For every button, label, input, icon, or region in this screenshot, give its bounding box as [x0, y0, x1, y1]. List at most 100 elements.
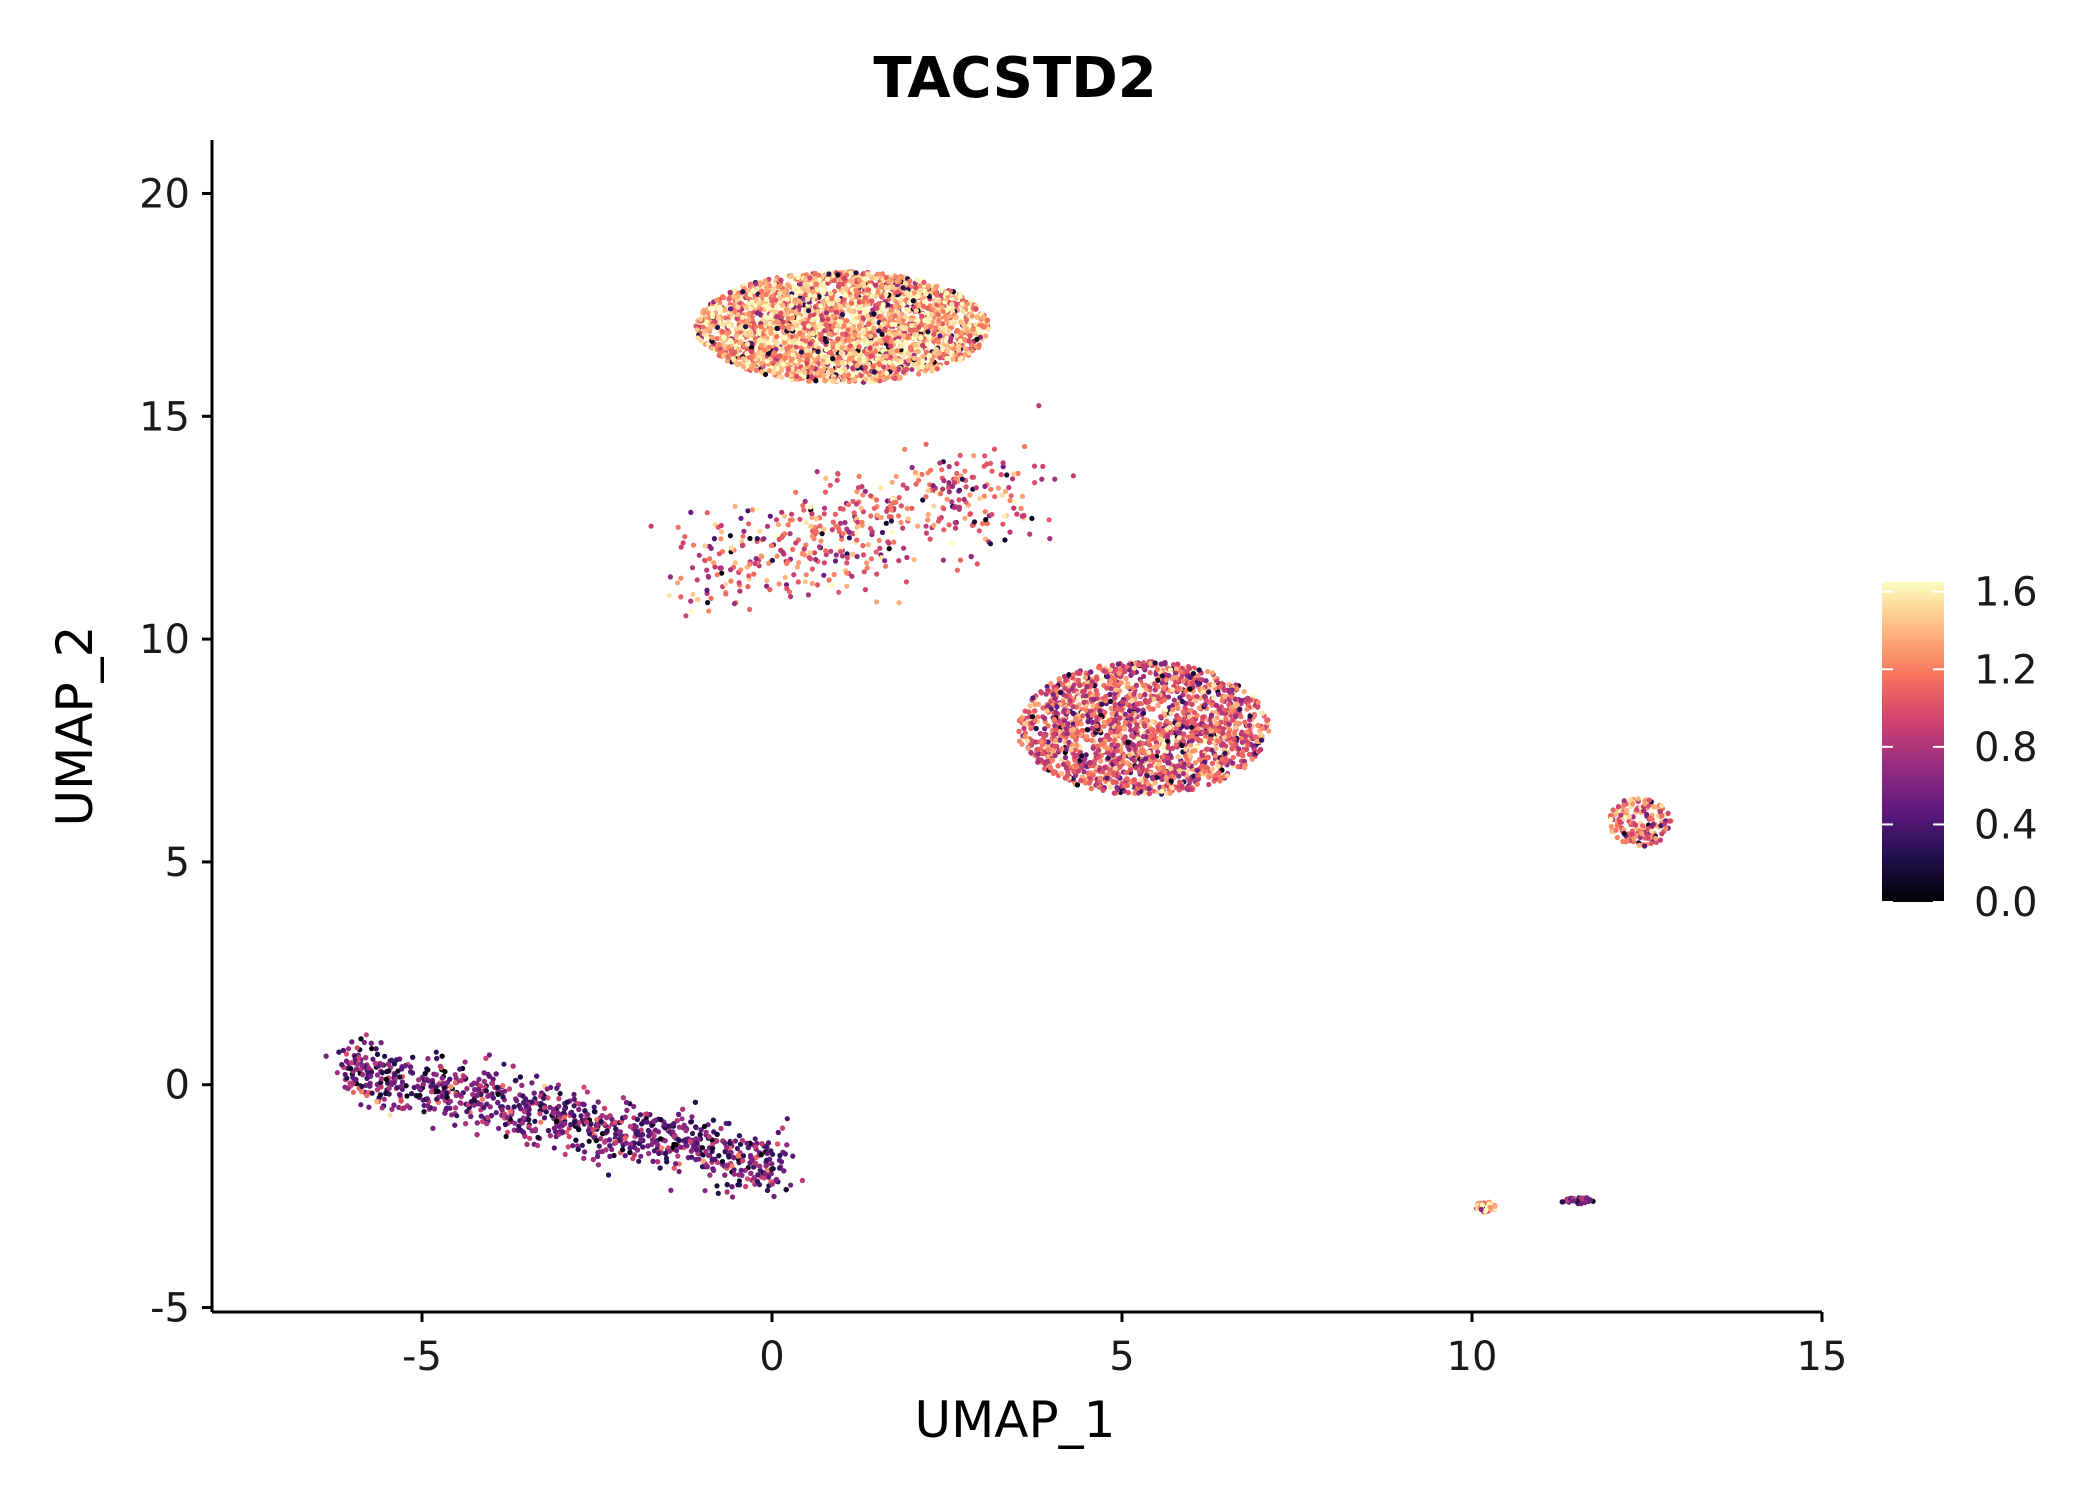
cell-point	[857, 309, 863, 315]
cell-point	[778, 314, 784, 320]
cell-point	[853, 270, 859, 276]
cell-point	[743, 324, 749, 330]
cell-point	[815, 370, 821, 376]
cell-point	[833, 309, 839, 315]
cell-point	[728, 348, 734, 354]
cell-point	[778, 277, 784, 283]
cell-point	[879, 282, 885, 288]
cell-point	[894, 278, 900, 285]
cell-point	[981, 324, 987, 330]
cell-point	[923, 291, 929, 297]
cell-point	[896, 366, 902, 372]
cell-point	[883, 353, 889, 359]
cell-point	[887, 316, 893, 322]
cell-point	[835, 336, 841, 342]
cell-point	[775, 340, 781, 346]
cell-point	[698, 316, 704, 322]
cell-point	[983, 333, 989, 339]
cell-point	[790, 338, 796, 344]
cell-point	[900, 353, 906, 359]
cell-point	[871, 325, 877, 331]
cell-point	[841, 275, 847, 282]
cell-point	[767, 326, 774, 332]
cell-point	[815, 348, 821, 355]
cell-point	[704, 335, 710, 341]
cell-point	[836, 283, 842, 289]
cell-point	[842, 292, 848, 298]
cell-point	[759, 342, 765, 348]
cell-point	[796, 368, 802, 374]
cell-point	[879, 356, 885, 362]
cell-point	[698, 337, 704, 344]
cell-point	[953, 315, 959, 321]
cell-point	[809, 374, 815, 380]
cell-point	[801, 373, 807, 379]
cell-point	[967, 333, 973, 339]
cell-point	[837, 304, 844, 310]
cell-point	[771, 350, 777, 356]
cell-point	[753, 367, 760, 373]
cell-point	[877, 370, 883, 376]
cell-point	[719, 329, 725, 335]
cell-point	[756, 338, 762, 344]
cell-point	[936, 317, 942, 324]
cell-point	[941, 351, 947, 358]
cell-point	[794, 374, 800, 380]
cell-point	[949, 301, 955, 307]
cell-point	[962, 336, 968, 342]
cell-point	[908, 322, 915, 329]
cell-point	[856, 283, 862, 289]
cell-point	[714, 324, 721, 330]
cell-point	[762, 321, 769, 327]
cell-point	[818, 303, 824, 309]
cell-point	[796, 304, 802, 310]
cell-point	[825, 371, 831, 377]
cell-point	[805, 287, 811, 293]
cell-point	[737, 361, 743, 367]
cell-point	[847, 308, 854, 314]
cell-point	[759, 360, 765, 366]
cell-point	[875, 301, 882, 307]
cell-point	[920, 353, 926, 360]
cell-point	[725, 354, 731, 360]
cell-point	[753, 297, 759, 303]
cell-point	[716, 315, 722, 321]
cell-point	[800, 296, 807, 302]
cell-point	[830, 356, 836, 362]
cell-point	[946, 328, 952, 334]
cell-point	[947, 338, 953, 344]
cell-point	[944, 290, 950, 296]
cell-point	[758, 324, 764, 330]
cell-point	[727, 306, 734, 312]
cell-point	[824, 359, 830, 365]
cell-point	[976, 342, 982, 348]
cell-point	[771, 369, 777, 375]
cell-point	[830, 378, 836, 384]
cell-point	[1155, 749, 1161, 755]
cell-point	[780, 319, 786, 325]
cell-point	[957, 357, 963, 363]
cell-point	[886, 330, 892, 336]
cell-point	[782, 355, 789, 361]
cell-point	[957, 294, 963, 300]
cell-point	[868, 340, 874, 346]
cell-point	[774, 325, 780, 331]
cell-point	[869, 298, 875, 304]
cell-point	[788, 302, 795, 308]
cell-point	[933, 346, 940, 352]
cell-point	[874, 356, 881, 362]
cell-point	[894, 289, 901, 295]
cell-point	[737, 324, 743, 331]
cell-point	[759, 369, 765, 375]
cell-point	[774, 334, 780, 340]
cell-point	[864, 313, 870, 319]
cell-point	[810, 330, 816, 337]
cell-point	[897, 375, 903, 381]
cell-point	[959, 301, 965, 307]
cell-point	[828, 307, 834, 313]
cell-point	[879, 294, 885, 300]
cell-point	[921, 299, 928, 305]
cell-point	[854, 289, 860, 295]
cell-point	[709, 335, 716, 341]
cell-point	[934, 366, 940, 372]
